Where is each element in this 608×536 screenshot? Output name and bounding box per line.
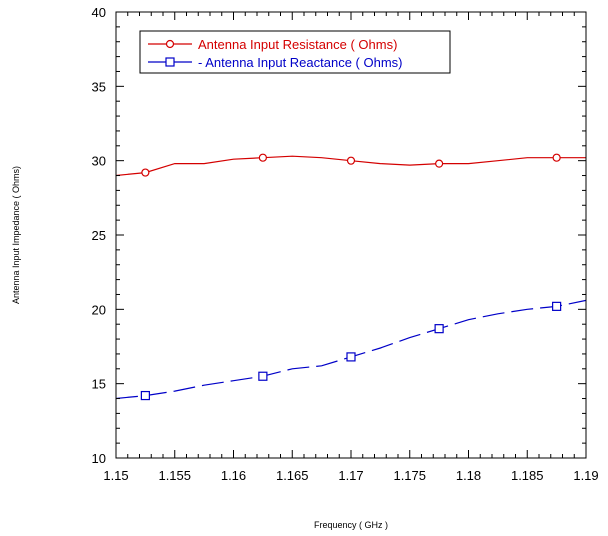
legend-box <box>139 30 451 74</box>
legend: Antenna Input Resistance ( Ohms) - Antenn… <box>139 30 451 74</box>
data-point-marker <box>552 153 561 162</box>
x-tick-label: 1.175 <box>393 468 426 483</box>
legend-marker-swatch <box>165 39 175 49</box>
legend-label: Antenna Input Resistance ( Ohms) <box>198 37 397 52</box>
y-tick-label: 40 <box>92 5 106 20</box>
legend-label: - Antenna Input Reactance ( Ohms) <box>198 55 403 70</box>
plot-frame <box>115 11 587 459</box>
data-point-marker <box>435 159 444 168</box>
data-point-marker <box>140 390 150 401</box>
x-tick-label: 1.19 <box>573 468 598 483</box>
x-tick-label: 1.18 <box>456 468 481 483</box>
x-tick-label: 1.185 <box>511 468 544 483</box>
data-point-marker <box>346 352 356 362</box>
y-tick-label: 25 <box>92 228 106 243</box>
y-tick-label: 35 <box>92 79 106 94</box>
data-point-marker <box>258 371 268 381</box>
legend-marker-swatch <box>165 57 175 67</box>
y-tick-labels: 10 15 20 25 30 35 40 <box>92 5 106 466</box>
legend-item: - Antenna Input Reactance ( Ohms) <box>148 55 403 70</box>
series-line <box>115 299 587 400</box>
legend-item: Antenna Input Resistance ( Ohms) <box>148 37 397 52</box>
ticks-layer <box>115 11 587 459</box>
data-point-marker <box>434 324 444 334</box>
x-tick-label: 1.17 <box>338 468 363 483</box>
series-2 <box>115 299 587 401</box>
x-tick-label: 1.155 <box>158 468 191 483</box>
x-tick-label: 1.165 <box>276 468 309 483</box>
data-point-marker <box>258 153 267 162</box>
y-tick-label: 10 <box>92 451 106 466</box>
y-tick-label: 30 <box>92 154 106 169</box>
series-1 <box>115 153 586 177</box>
data-point-marker <box>552 301 562 311</box>
plot-layer <box>115 153 587 401</box>
x-tick-label: 1.15 <box>103 468 128 483</box>
y-tick-label: 20 <box>92 302 106 317</box>
data-point-marker <box>346 156 356 165</box>
y-axis-title: Antenna Input Impedance ( Ohms) <box>11 166 21 304</box>
x-tick-labels: 1.15 1.155 1.16 1.165 1.17 1.175 1.18 1.185 1.19 <box>103 468 598 483</box>
x-axis-title: Frequency ( GHz ) <box>314 520 388 530</box>
y-tick-label: 15 <box>92 377 106 392</box>
data-point-marker <box>141 168 150 177</box>
x-tick-label: 1.16 <box>221 468 246 483</box>
legend-items: Antenna Input Resistance ( Ohms) - Antenn… <box>148 37 403 70</box>
